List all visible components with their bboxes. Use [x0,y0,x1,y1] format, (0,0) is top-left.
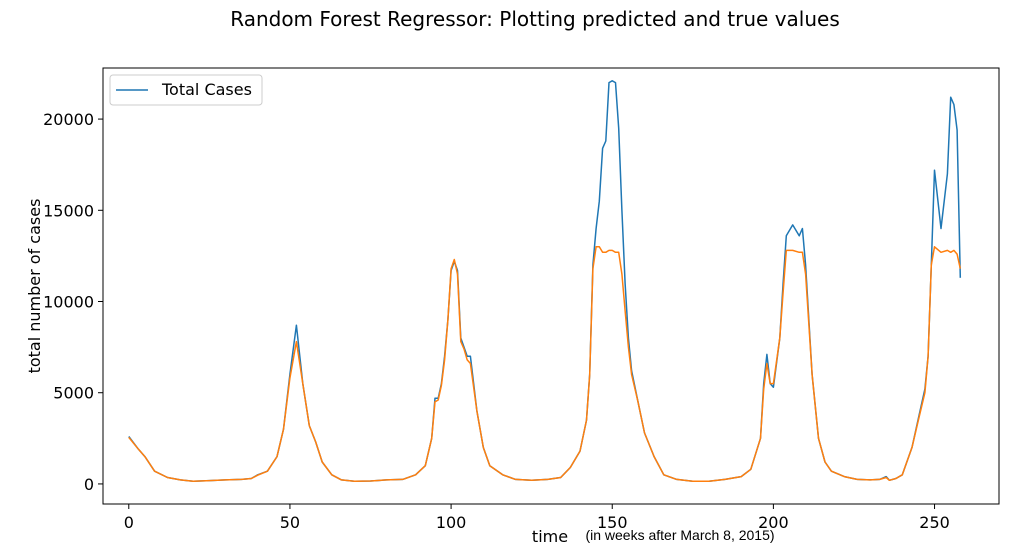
x-axis: 0 50 100 150 200 250 [124,504,950,532]
x-tick-label: 150 [597,513,628,532]
y-tick-label: 0 [84,475,94,494]
y-tick-label: 10000 [43,293,94,312]
x-axis-label-note: (in weeks after March 8, 2015) [585,527,774,543]
series-line-predicted [128,246,962,482]
legend: Total Cases [109,74,263,106]
y-tick-label: 15000 [43,201,94,220]
x-tick-label: 100 [436,513,467,532]
plot-area [102,67,1000,505]
x-tick-label: 200 [758,513,789,532]
legend-box [109,74,263,106]
chart-title: Random Forest Regressor: Plotting predic… [230,7,840,31]
x-tick-label: 0 [124,513,134,532]
y-axis-label: total number of cases [25,199,44,374]
series-layer [128,80,962,482]
y-tick-label: 20000 [43,110,94,129]
legend-label-total-cases: Total Cases [161,80,252,99]
y-axis: 0 5000 10000 15000 20000 [43,110,103,494]
y-tick-label: 5000 [53,384,94,403]
x-tick-label: 250 [919,513,950,532]
x-axis-label: time [532,527,568,546]
x-tick-label: 50 [280,513,300,532]
